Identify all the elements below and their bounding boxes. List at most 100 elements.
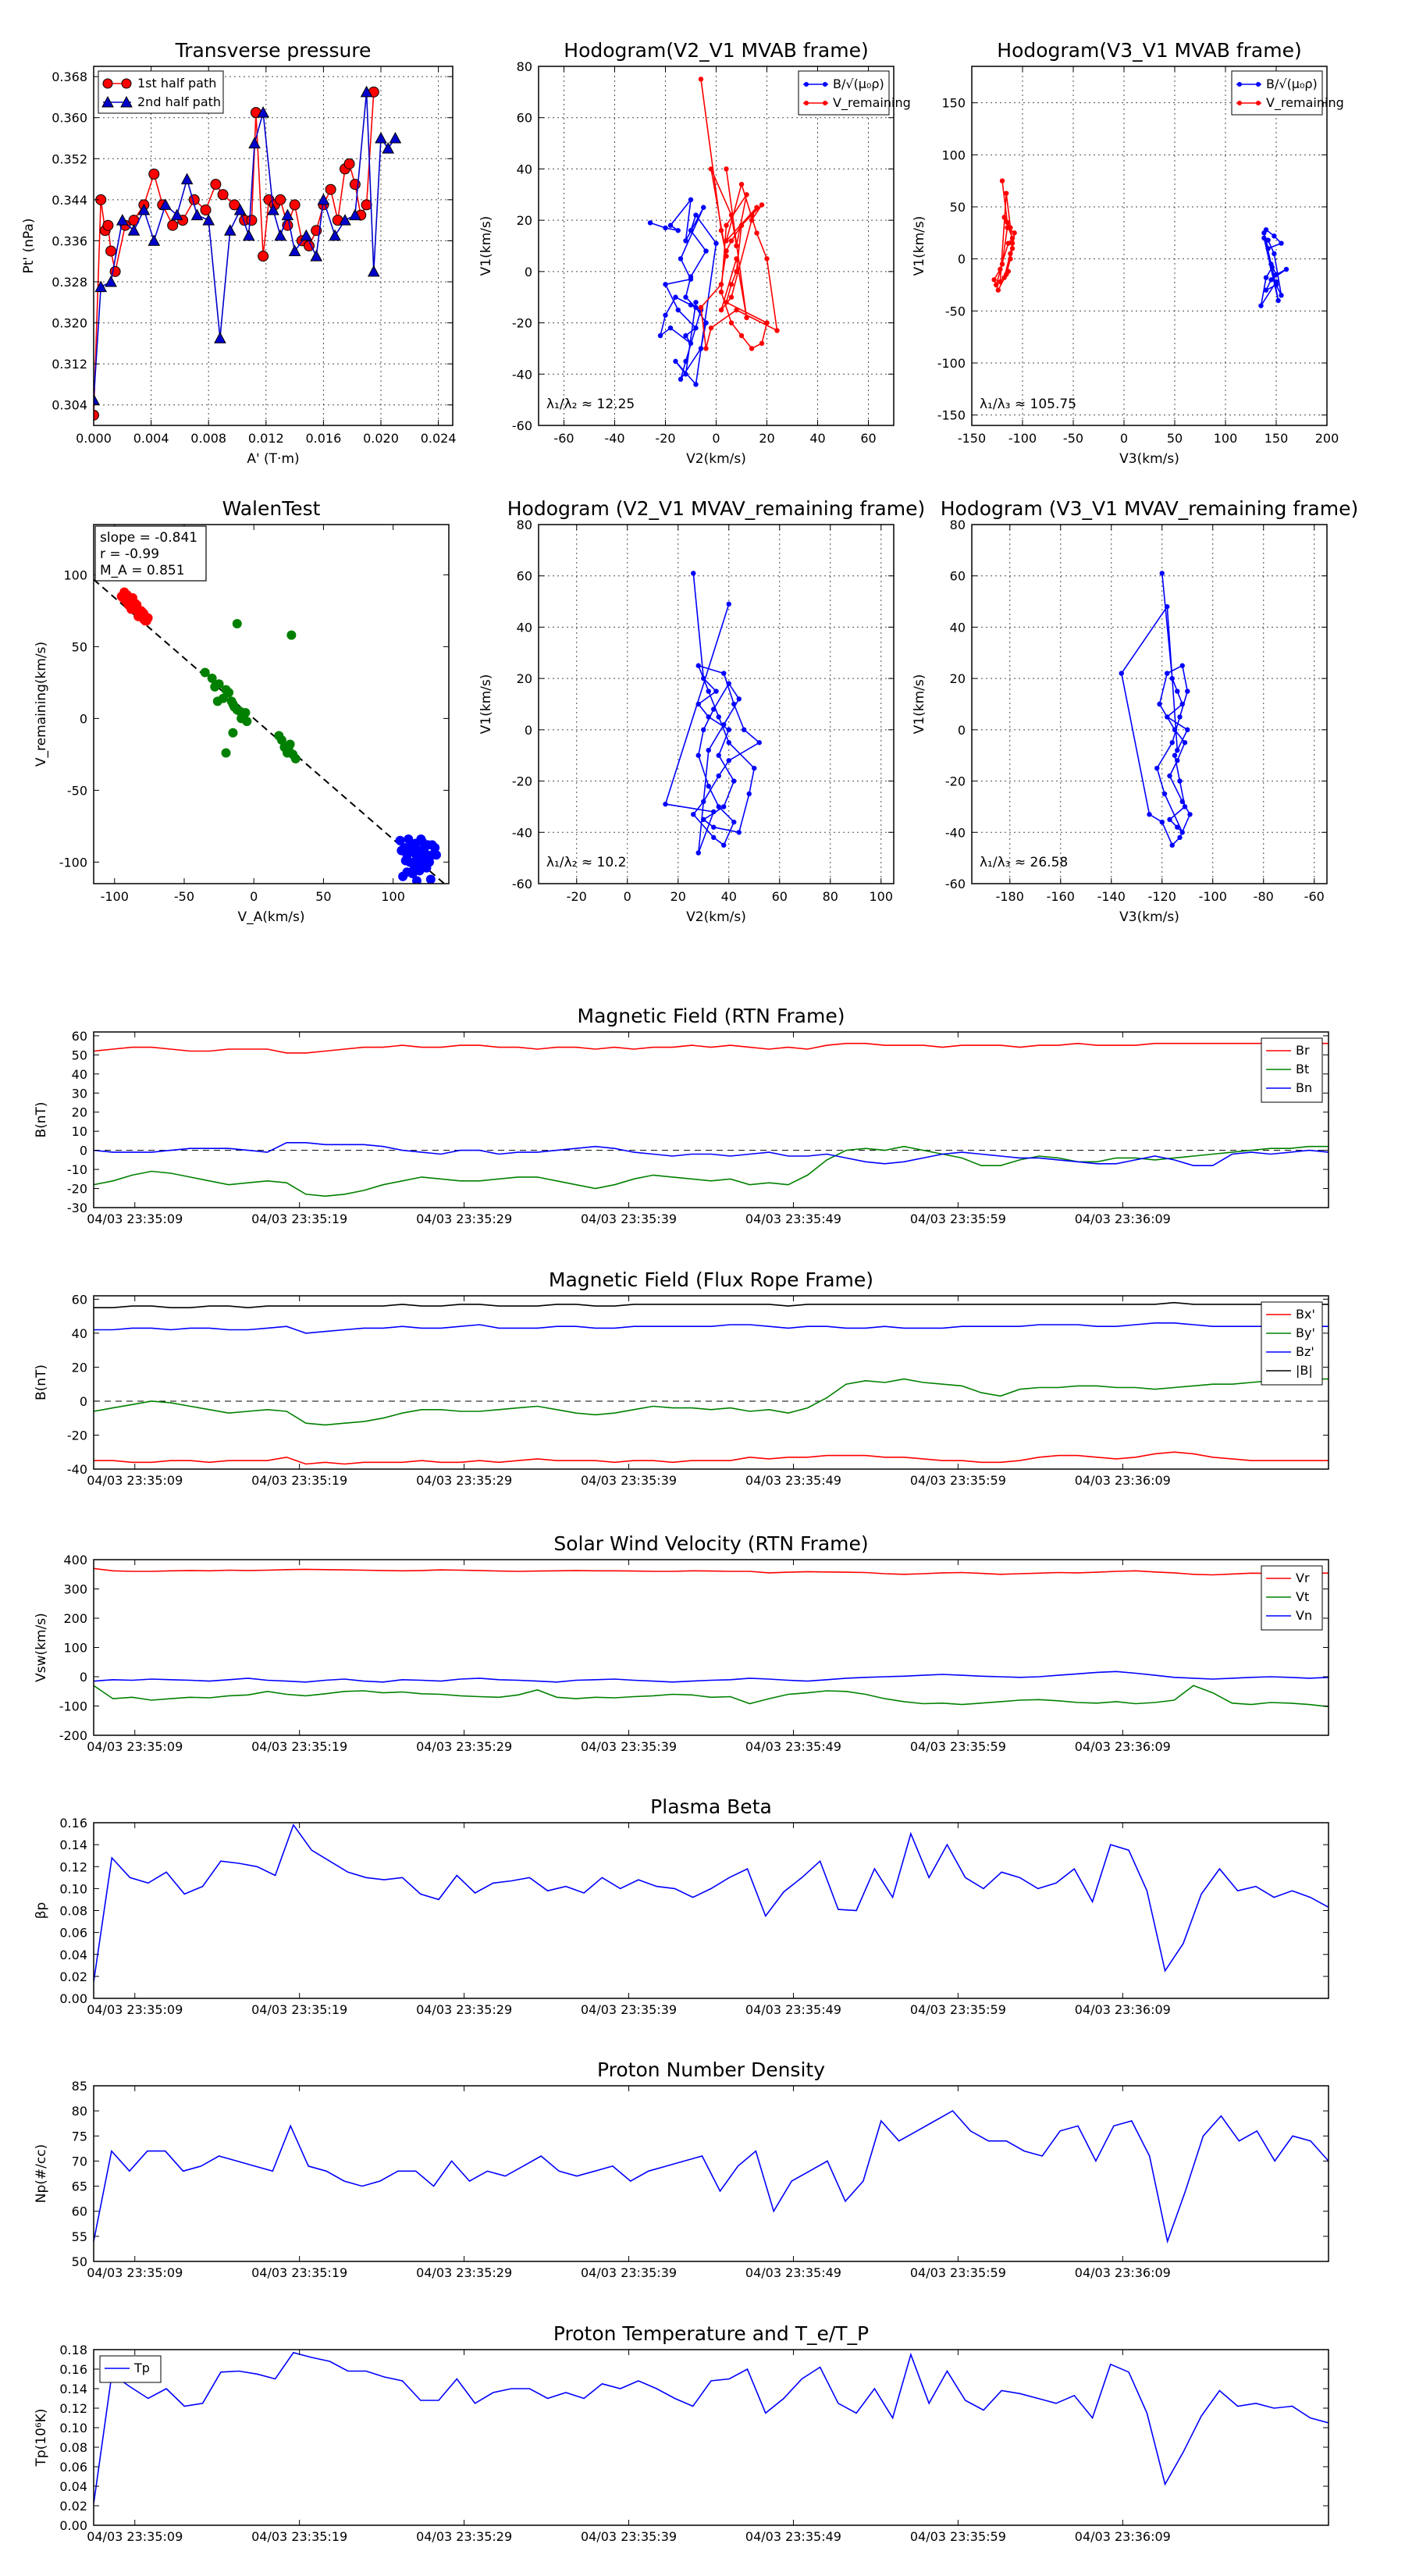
downstream-point <box>423 852 433 863</box>
second-half-marker <box>223 224 237 236</box>
series-1-point <box>1009 246 1016 251</box>
series-0-point <box>663 225 668 231</box>
series-0-point <box>1272 251 1277 257</box>
time-tick-label: 04/03 23:35:39 <box>581 1739 677 1754</box>
series-0-point <box>693 382 699 387</box>
y-tick-label: 0.02 <box>59 1969 87 1984</box>
y-axis-label: V1(km/s) <box>912 216 927 276</box>
y-axis-label: V_remaining(km/s) <box>34 642 49 767</box>
time-tick-label: 04/03 23:35:49 <box>745 1473 841 1488</box>
series-0-point <box>711 834 717 841</box>
series-1-point <box>998 279 1003 285</box>
series-0-point <box>695 753 701 758</box>
y-tick-label: 0.16 <box>59 2362 87 2377</box>
y-tick-label: 0 <box>958 723 966 738</box>
second-half-marker <box>382 142 395 154</box>
series-1-point <box>764 320 770 326</box>
center-point <box>229 702 240 712</box>
ts6-panel: 0.00 0.02 0.04 0.06 0.08 0.10 0.12 0.14 0.16 0.18… <box>34 2322 1329 2544</box>
x-tick-label: -100 <box>1199 889 1227 904</box>
y-tick-label: -100 <box>59 855 87 870</box>
series-0-point <box>716 773 721 779</box>
y-tick-label: -150 <box>937 408 966 423</box>
series-0-point <box>736 830 742 835</box>
time-tick-label: 04/03 23:35:39 <box>581 2002 677 2017</box>
series-0-point <box>1179 799 1185 805</box>
y-axis-label: Pt' (nPa) <box>21 219 37 274</box>
y-tick-label: 0 <box>80 711 87 726</box>
series-1-point <box>724 238 729 244</box>
first-half-marker <box>210 179 222 190</box>
time-tick-label: 04/03 23:35:29 <box>416 1473 512 1488</box>
p-0-line <box>94 1823 1329 1983</box>
x-tick-label: -50 <box>1063 431 1083 446</box>
legend-marker <box>804 82 809 87</box>
y-axis-label: V1(km/s) <box>912 674 927 735</box>
series-0-point <box>688 302 694 308</box>
downstream-point <box>427 840 437 850</box>
first-half-marker <box>275 194 286 205</box>
series-1-point <box>718 289 724 295</box>
first-half-marker <box>289 199 301 211</box>
y-tick-label: -200 <box>59 1728 87 1743</box>
series-1-point <box>749 217 755 223</box>
series-0-point <box>1279 293 1284 298</box>
series-0-point <box>731 701 737 707</box>
time-tick-label: 04/03 23:35:29 <box>416 1739 512 1754</box>
y-tick-label: 0.10 <box>59 2421 87 2435</box>
series-1-point <box>1008 251 1013 257</box>
p4-plot-area <box>94 578 446 884</box>
series-0-point <box>683 294 688 300</box>
series-0-point <box>716 714 721 720</box>
y-tick-label: 0 <box>525 265 532 279</box>
x-tick-label: -120 <box>1148 889 1176 904</box>
series-0-line <box>1120 573 1191 847</box>
series-0-point <box>683 238 688 244</box>
series-0-point <box>1159 571 1165 576</box>
x-tick-label: 40 <box>809 431 825 446</box>
series-0-point <box>703 248 709 254</box>
legend-label: 2nd half path <box>137 94 221 109</box>
series-1-point <box>734 256 739 262</box>
series-1-point <box>764 256 770 262</box>
series-0-point <box>683 358 688 365</box>
series-1-point <box>995 287 1001 293</box>
x-tick-label: 20 <box>670 889 686 904</box>
legend-marker <box>102 78 113 89</box>
series-0-point <box>678 376 684 382</box>
series-0-point <box>1275 297 1281 304</box>
chart-title: Proton Number Density <box>597 2058 825 2081</box>
series-0-point <box>1261 230 1267 236</box>
p3-panel: -150 -100 -50 0 50 100 150 200 -150 -100 -50 0 50 100… <box>912 39 1344 467</box>
legend-marker <box>1237 82 1242 87</box>
downstream-point <box>418 844 429 854</box>
legend-box <box>1261 1565 1323 1631</box>
series-0-point <box>688 228 694 233</box>
y-tick-label: -20 <box>945 774 966 789</box>
downstream-point <box>400 856 411 866</box>
p1-panel: 0.000 0.004 0.008 0.012 0.016 0.020 0.024 0.304… <box>21 39 457 467</box>
second-half-marker <box>257 106 269 118</box>
series-0-point <box>1179 830 1185 835</box>
y-tick-label: 50 <box>72 1048 87 1062</box>
series-0-point <box>688 340 694 347</box>
downstream-point <box>405 841 415 852</box>
center-point <box>232 618 242 628</box>
x-tick-label: 100 <box>1214 431 1238 446</box>
series-0-point <box>1179 663 1185 668</box>
series-0-point <box>742 727 747 733</box>
second-half-marker <box>288 244 301 257</box>
x-tick-label: -180 <box>996 889 1024 904</box>
downstream-point <box>402 867 412 877</box>
legend: Bx' By' Bz' |B| <box>1261 1301 1323 1386</box>
y-tick-label: 60 <box>72 1292 87 1307</box>
center-point <box>221 748 231 758</box>
y-tick-label: 60 <box>72 2204 87 2219</box>
chart-title: Solar Wind Velocity (RTN Frame) <box>553 1532 868 1555</box>
y-tick-label: 40 <box>72 1326 87 1341</box>
p5-panel: -20 0 20 40 60 80 100-60-40-20020406080Hodogra… <box>478 497 925 925</box>
legend-label: By' <box>1296 1325 1315 1340</box>
series-0-point <box>1272 233 1277 239</box>
legend-label: Bt <box>1296 1062 1309 1076</box>
downstream-point <box>416 834 426 844</box>
